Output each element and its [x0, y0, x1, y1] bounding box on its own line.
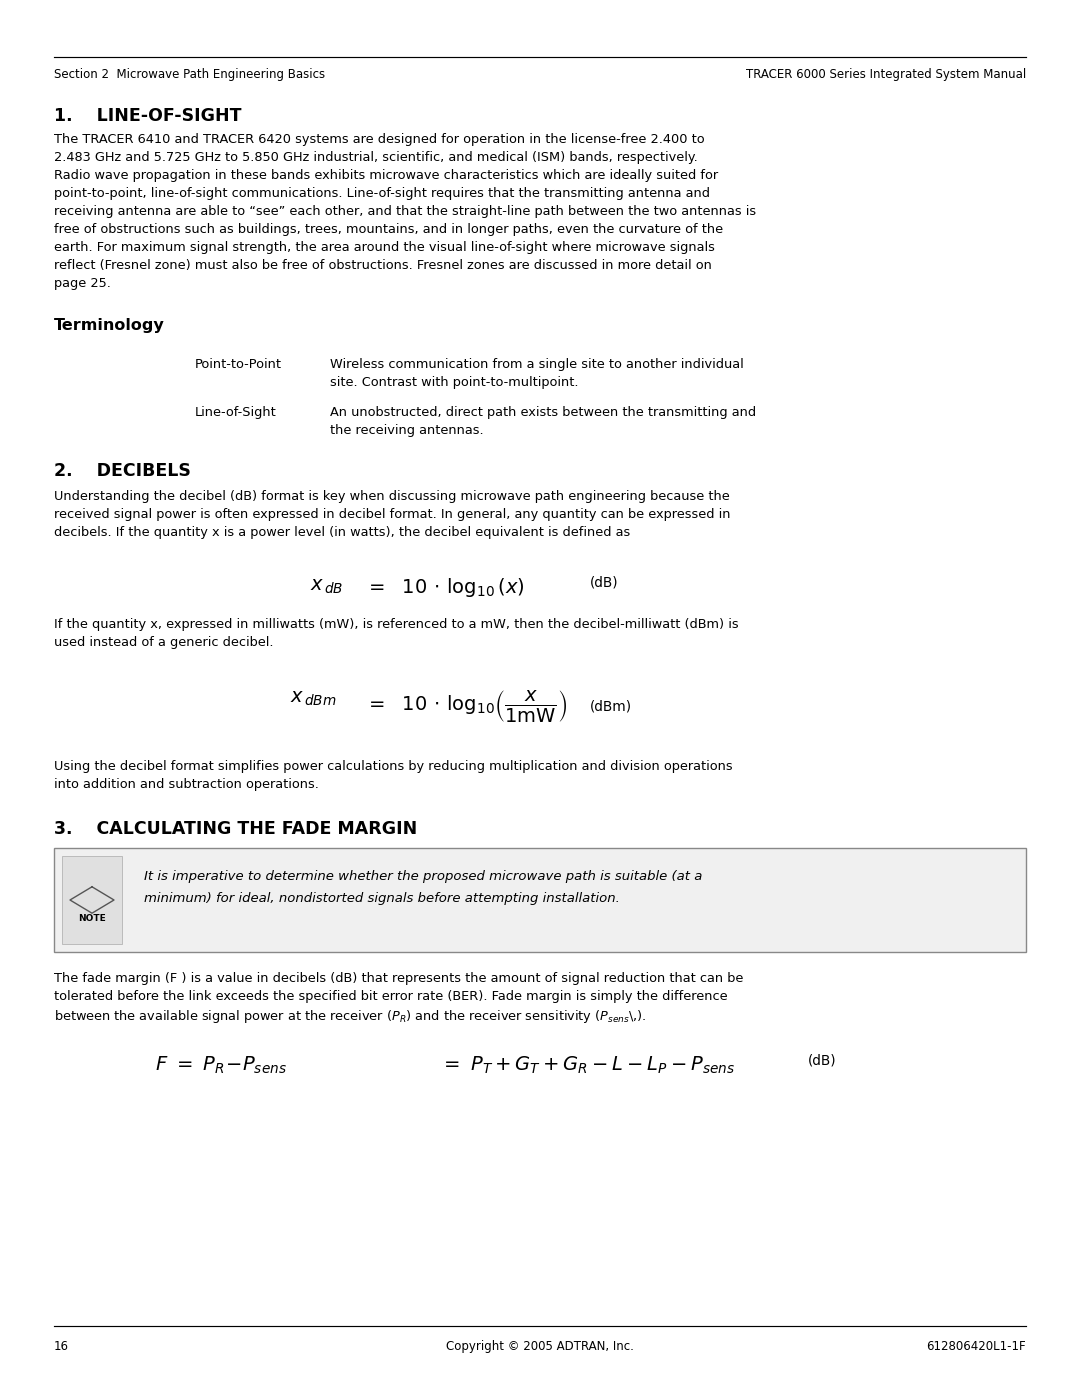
Text: Terminology: Terminology: [54, 319, 165, 332]
Text: into addition and subtraction operations.: into addition and subtraction operations…: [54, 778, 319, 791]
Text: Radio wave propagation in these bands exhibits microwave characteristics which a: Radio wave propagation in these bands ex…: [54, 169, 718, 182]
Text: reflect (Fresnel zone) must also be free of obstructions. Fresnel zones are disc: reflect (Fresnel zone) must also be free…: [54, 258, 712, 272]
Text: NOTE: NOTE: [78, 914, 106, 923]
Text: TRACER 6000 Series Integrated System Manual: TRACER 6000 Series Integrated System Man…: [746, 68, 1026, 81]
Text: $x_{\,dBm}$: $x_{\,dBm}$: [291, 690, 337, 708]
Text: decibels. If the quantity x is a power level (in watts), the decibel equivalent : decibels. If the quantity x is a power l…: [54, 527, 631, 539]
Text: Line-of-Sight: Line-of-Sight: [195, 407, 276, 419]
Text: page 25.: page 25.: [54, 277, 111, 291]
Text: 2.    DECIBELS: 2. DECIBELS: [54, 462, 191, 481]
Text: It is imperative to determine whether the proposed microwave path is suitable (a: It is imperative to determine whether th…: [144, 870, 702, 883]
Bar: [54, 848, 1026, 951]
Text: used instead of a generic decibel.: used instead of a generic decibel.: [54, 636, 273, 650]
Text: receiving antenna are able to “see” each other, and that the straight-line path : receiving antenna are able to “see” each…: [54, 205, 756, 218]
Text: (dB): (dB): [808, 1053, 837, 1067]
Text: the receiving antennas.: the receiving antennas.: [330, 425, 484, 437]
Text: earth. For maximum signal strength, the area around the visual line-of-sight whe: earth. For maximum signal strength, the …: [54, 242, 715, 254]
Text: $x_{\,dB}$: $x_{\,dB}$: [310, 578, 343, 597]
Text: 3.    CALCULATING THE FADE MARGIN: 3. CALCULATING THE FADE MARGIN: [54, 820, 417, 838]
Text: 2.483 GHz and 5.725 GHz to 5.850 GHz industrial, scientific, and medical (ISM) b: 2.483 GHz and 5.725 GHz to 5.850 GHz ind…: [54, 151, 698, 163]
Text: point-to-point, line-of-sight communications. Line-of-sight requires that the tr: point-to-point, line-of-sight communicat…: [54, 187, 710, 200]
Text: Point-to-Point: Point-to-Point: [195, 358, 282, 372]
Text: (dB): (dB): [590, 576, 619, 590]
Text: 16: 16: [54, 1340, 69, 1354]
Text: $=\ P_T + G_T + G_R - L - L_P - P_{sens}$: $=\ P_T + G_T + G_R - L - L_P - P_{sens}…: [440, 1055, 735, 1076]
Text: Understanding the decibel (dB) format is key when discussing microwave path engi: Understanding the decibel (dB) format is…: [54, 490, 730, 503]
Text: Section 2  Microwave Path Engineering Basics: Section 2 Microwave Path Engineering Bas…: [54, 68, 325, 81]
Text: Using the decibel format simplifies power calculations by reducing multiplicatio: Using the decibel format simplifies powe…: [54, 760, 732, 773]
Text: between the available signal power at the receiver ($P_R$) and the receiver sens: between the available signal power at th…: [54, 1009, 647, 1025]
Text: tolerated before the link exceeds the specified bit error rate (BER). Fade margi: tolerated before the link exceeds the sp…: [54, 990, 728, 1003]
Text: site. Contrast with point-to-multipoint.: site. Contrast with point-to-multipoint.: [330, 376, 579, 388]
Text: An unobstructed, direct path exists between the transmitting and: An unobstructed, direct path exists betw…: [330, 407, 756, 419]
Text: minimum) for ideal, nondistorted signals before attempting installation.: minimum) for ideal, nondistorted signals…: [144, 893, 620, 905]
Bar: [62, 856, 122, 944]
Text: If the quantity x, expressed in milliwatts (mW), is referenced to a mW, then the: If the quantity x, expressed in milliwat…: [54, 617, 739, 631]
Text: received signal power is often expressed in decibel format. In general, any quan: received signal power is often expressed…: [54, 509, 730, 521]
Text: Copyright © 2005 ADTRAN, Inc.: Copyright © 2005 ADTRAN, Inc.: [446, 1340, 634, 1354]
Text: $=\ \ 10\,\cdot\,\log_{10}(x)$: $=\ \ 10\,\cdot\,\log_{10}(x)$: [365, 576, 525, 599]
Text: The fade margin (F ) is a value in decibels (dB) that represents the amount of s: The fade margin (F ) is a value in decib…: [54, 972, 743, 985]
Text: The TRACER 6410 and TRACER 6420 systems are designed for operation in the licens: The TRACER 6410 and TRACER 6420 systems …: [54, 133, 704, 147]
Text: 1.    LINE-OF-SIGHT: 1. LINE-OF-SIGHT: [54, 108, 242, 124]
Text: free of obstructions such as buildings, trees, mountains, and in longer paths, e: free of obstructions such as buildings, …: [54, 224, 724, 236]
Text: Wireless communication from a single site to another individual: Wireless communication from a single sit…: [330, 358, 744, 372]
Text: (dBm): (dBm): [590, 700, 632, 714]
Text: $=\ \ 10\,\cdot\,\log_{10}\!\left(\dfrac{x}{1\mathrm{mW}}\right)$: $=\ \ 10\,\cdot\,\log_{10}\!\left(\dfrac…: [365, 687, 567, 724]
Text: $F\ =\ P_R\!-\!P_{sens}$: $F\ =\ P_R\!-\!P_{sens}$: [156, 1055, 287, 1076]
Text: 612806420L1-1F: 612806420L1-1F: [927, 1340, 1026, 1354]
